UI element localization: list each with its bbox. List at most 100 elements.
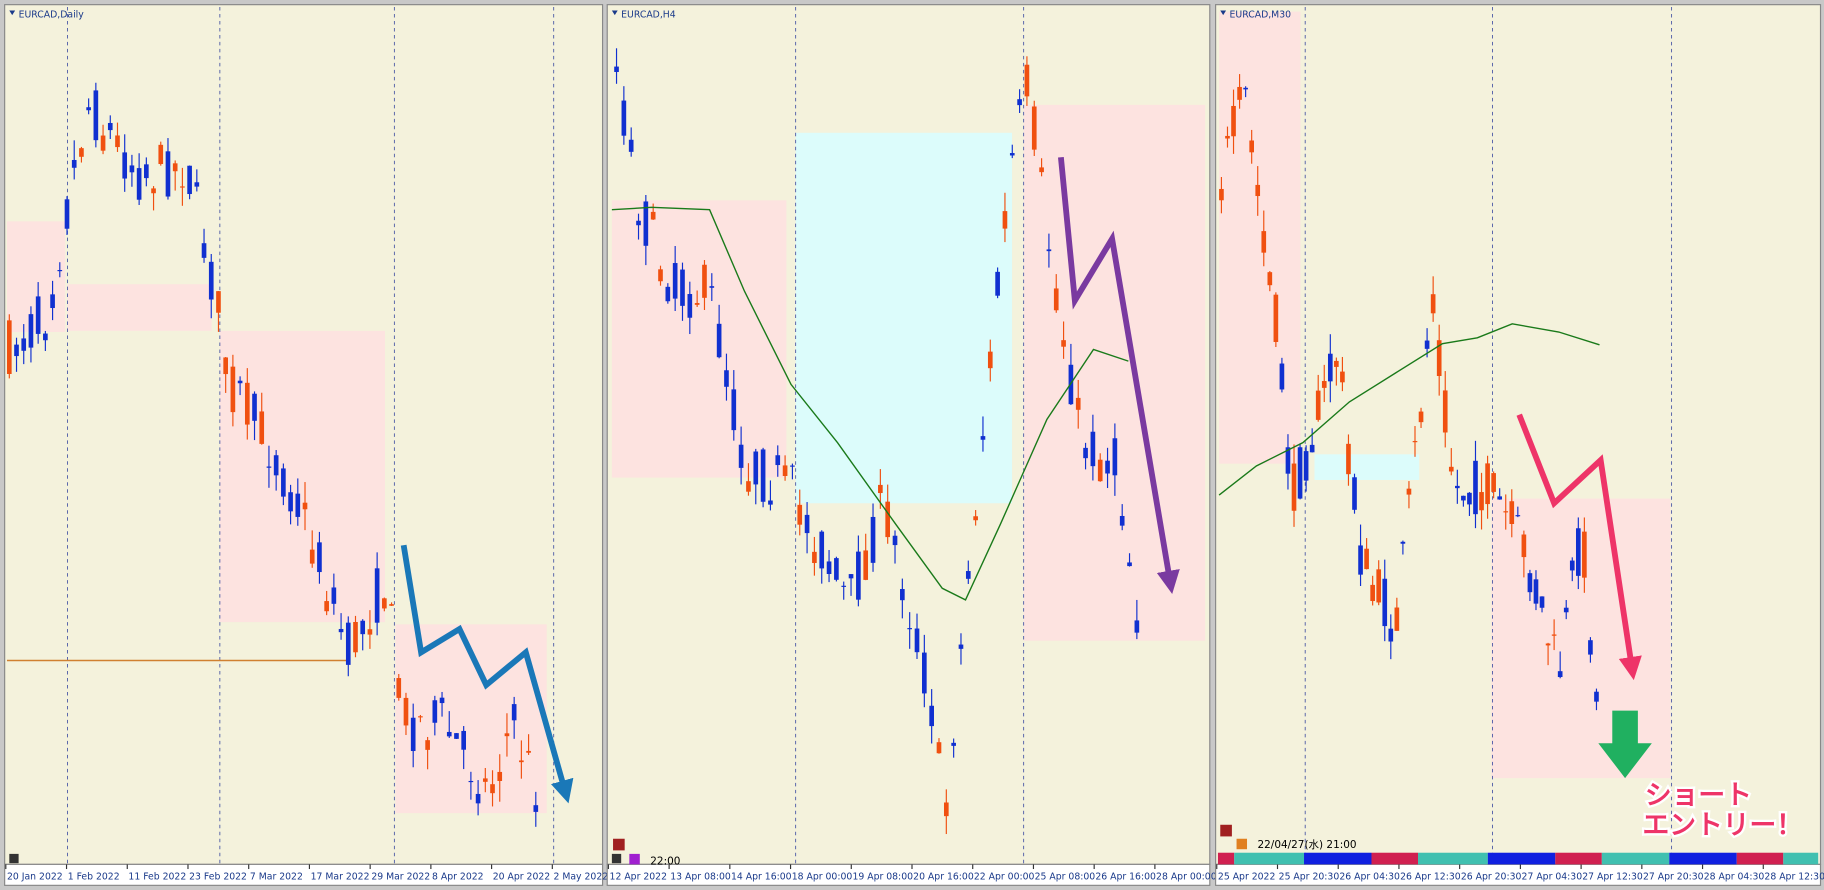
date-label: 28 Apr 12:30 (1764, 872, 1824, 883)
date-label: 25 Apr 2022 (1218, 872, 1275, 883)
candle-body (504, 733, 510, 737)
candle-body (223, 357, 228, 375)
candle-body (526, 750, 531, 753)
panel-title: EURCAD,Daily (19, 9, 85, 20)
candle-body (914, 628, 920, 653)
candle-body (1521, 534, 1527, 558)
candle-body (636, 220, 641, 226)
candle-body (922, 652, 927, 694)
candle-body (281, 468, 286, 497)
panel-title: EURCAD,H4 (621, 9, 676, 20)
candle-body (1394, 607, 1400, 631)
candle-body (819, 531, 825, 569)
candle-body (1442, 390, 1448, 433)
candle-body (687, 294, 693, 318)
candle-body (665, 286, 671, 302)
candle-body (353, 621, 358, 653)
candle-body (1588, 640, 1593, 655)
candle-body (158, 144, 164, 165)
candle-body (702, 264, 707, 298)
candle-body (418, 716, 423, 718)
candle-body (965, 571, 971, 579)
candle-body (1424, 340, 1430, 349)
candle-body (1061, 340, 1066, 347)
candle-body (497, 771, 503, 781)
candle-body (50, 294, 55, 309)
candle-body (1473, 460, 1478, 515)
candle-body (1321, 381, 1327, 388)
date-label: 12 Apr 2022 (610, 872, 667, 883)
zone (219, 330, 386, 623)
candle-body (252, 393, 257, 421)
candle-body (533, 805, 539, 812)
date-label: 1 Feb 2022 (68, 872, 120, 883)
candle-body (1134, 620, 1140, 633)
candle-body (753, 451, 759, 485)
candle-body (389, 604, 394, 606)
candle-body (1285, 447, 1291, 474)
candle-body (208, 261, 214, 300)
candle-body (57, 270, 63, 272)
candle-body (790, 465, 795, 467)
candle-body (1430, 294, 1436, 314)
candle-body (1461, 495, 1466, 501)
candle-body (266, 466, 272, 468)
date-axis (4, 863, 604, 886)
candle-body (273, 455, 279, 476)
date-label: 20 Jan 2022 (7, 872, 63, 883)
candle-body (1515, 515, 1521, 517)
candle-body (826, 561, 832, 574)
candle-body (1039, 167, 1044, 173)
candle-body (482, 778, 488, 782)
candle-body (475, 793, 481, 804)
candle-body (201, 243, 207, 258)
close-button (613, 838, 625, 851)
candle-body (1261, 231, 1267, 253)
candle-body (1479, 492, 1484, 511)
candle-body (1243, 87, 1248, 90)
candle-body (1563, 607, 1569, 613)
candle-body (1334, 360, 1339, 367)
candle-body (943, 802, 949, 817)
zone (795, 132, 1013, 504)
candle-body (1340, 371, 1345, 383)
session-bar (1601, 852, 1670, 865)
candle-body (812, 551, 817, 564)
candle-body (1358, 545, 1363, 575)
menu-triangle (1220, 10, 1227, 16)
annotation: エントリー！ (1643, 810, 1803, 841)
candle-body (1436, 340, 1442, 377)
candle-body (180, 186, 185, 188)
candle-body (1376, 569, 1382, 603)
candle-body (331, 587, 337, 604)
candle-body (672, 263, 678, 299)
candle-body (1569, 560, 1575, 571)
candle-body (28, 314, 34, 348)
candle-body (345, 622, 351, 665)
candle-body (724, 370, 729, 387)
panel-title: EURCAD,M30 (1230, 9, 1292, 20)
candle-body (1031, 106, 1037, 150)
candle-body (1273, 294, 1279, 342)
candle-body (1527, 573, 1533, 593)
candle-body (1237, 86, 1242, 100)
candle-body (367, 629, 373, 635)
zone (1023, 104, 1206, 641)
candle-body (396, 678, 402, 698)
candle-body (1297, 447, 1303, 499)
menu-triangle (9, 10, 16, 16)
candle-body (1219, 188, 1224, 201)
chart-icon (9, 853, 19, 864)
candle-body (1382, 578, 1388, 627)
candle-body (760, 449, 766, 502)
session-bar (1736, 852, 1784, 865)
date-label: 13 Apr 08:00 (670, 872, 731, 883)
candle-body (1346, 443, 1351, 475)
candle-body (1533, 579, 1539, 604)
date-label: 28 Apr 00:00 (1156, 872, 1217, 883)
candle-body (1485, 463, 1490, 505)
candle-body (628, 139, 634, 152)
candle-body (14, 344, 19, 357)
candle-body (658, 269, 663, 282)
